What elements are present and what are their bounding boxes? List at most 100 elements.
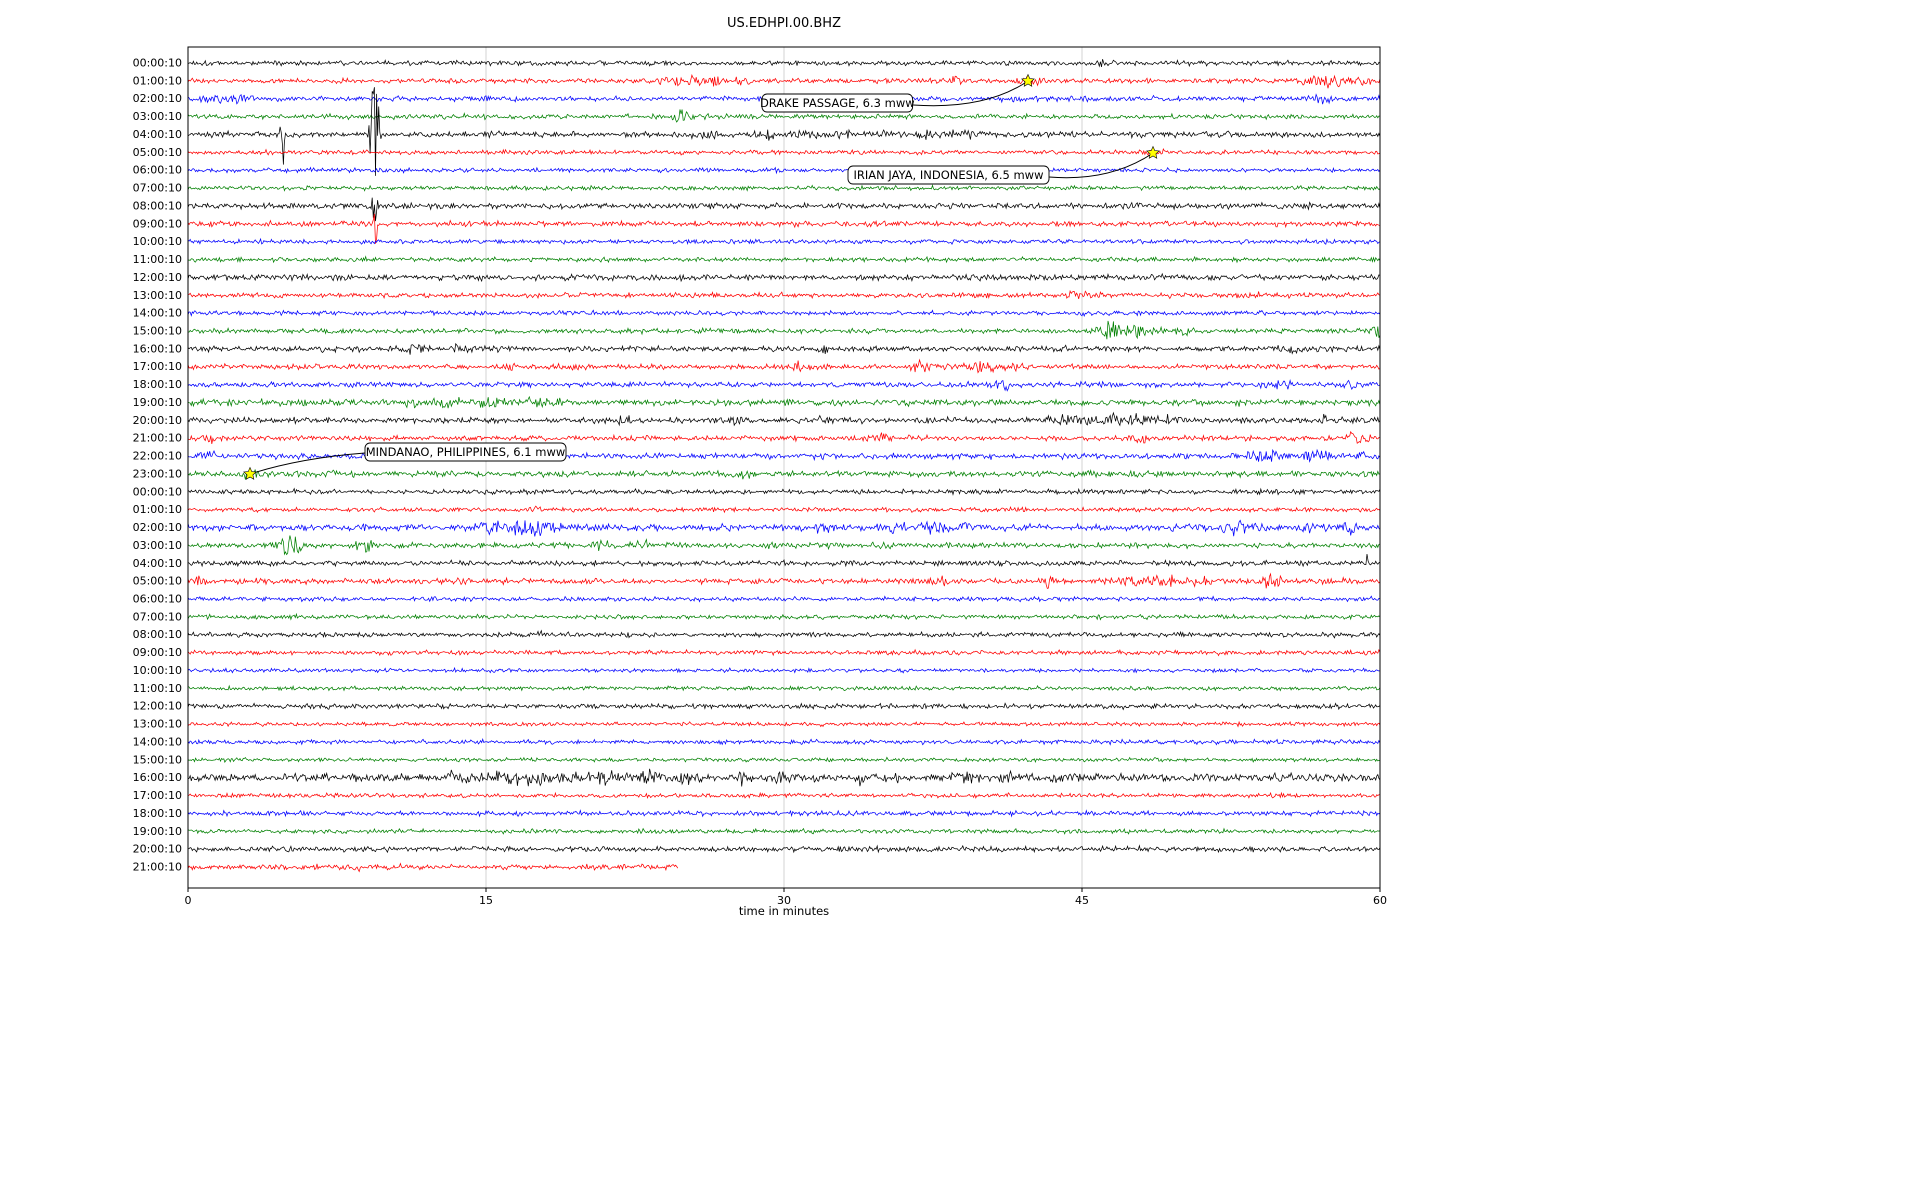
waveform-row-32	[188, 629, 1380, 639]
waveform-row-42	[188, 809, 1380, 818]
row-time-label: 14:00:10	[133, 735, 182, 748]
waveform-row-0	[188, 59, 1380, 68]
row-time-label: 14:00:10	[133, 307, 182, 320]
row-time-label: 23:00:10	[133, 467, 182, 480]
row-time-label: 22:00:10	[133, 450, 182, 463]
event-label-text: DRAKE PASSAGE, 6.3 mww	[760, 96, 915, 110]
row-time-label: 01:00:10	[133, 503, 182, 516]
row-time-label: 19:00:10	[133, 825, 182, 838]
x-tick-label: 30	[777, 894, 791, 907]
row-time-label: 07:00:10	[133, 610, 182, 623]
row-time-label: 04:00:10	[133, 557, 182, 570]
row-time-label: 06:00:10	[133, 164, 182, 177]
row-time-label: 05:00:10	[133, 146, 182, 159]
waveform-row-11	[188, 255, 1380, 264]
x-tick-label: 15	[479, 894, 493, 907]
row-time-label: 06:00:10	[133, 593, 182, 606]
waveform-row-24	[188, 487, 1380, 496]
row-time-label: 15:00:10	[133, 753, 182, 766]
waveform-row-16	[188, 342, 1380, 355]
row-time-label: 18:00:10	[133, 378, 182, 391]
row-time-label: 01:00:10	[133, 74, 182, 87]
waveform-row-7	[188, 184, 1380, 192]
waveform-row-10	[188, 237, 1380, 246]
row-time-label: 11:00:10	[133, 253, 182, 266]
event-star-icon	[1146, 145, 1160, 159]
plot-title: US.EDHPI.00.BHZ	[727, 16, 841, 31]
waveform-row-38	[188, 737, 1380, 746]
x-tick-label: 45	[1075, 894, 1089, 907]
waveform-row-1	[188, 74, 1380, 89]
event-star-icon	[1021, 73, 1035, 87]
row-time-label: 10:00:10	[133, 664, 182, 677]
x-tick-label: 0	[185, 894, 192, 907]
event-star-icon	[243, 466, 257, 480]
waveform-row-8	[188, 197, 1380, 222]
waveform-row-6	[188, 166, 1380, 175]
row-time-label: 20:00:10	[133, 843, 182, 856]
waveform-row-26	[188, 519, 1380, 537]
event-connector	[249, 452, 366, 475]
waveform-row-30	[188, 595, 1380, 603]
event-label-text: IRIAN JAYA, INDONESIA, 6.5 mww	[854, 168, 1044, 182]
waveform-row-13	[188, 289, 1380, 300]
waveform-row-17	[188, 358, 1380, 374]
waveform-row-41	[188, 791, 1380, 800]
waveform-row-12	[188, 272, 1380, 283]
row-time-label: 08:00:10	[133, 199, 182, 212]
row-time-label: 03:00:10	[133, 539, 182, 552]
row-time-label: 17:00:10	[133, 360, 182, 373]
waveform-row-44	[188, 844, 1380, 854]
row-time-label: 21:00:10	[133, 432, 182, 445]
waveform-row-14	[188, 309, 1380, 317]
row-time-label: 02:00:10	[133, 92, 182, 105]
waveform-row-29	[188, 572, 1380, 589]
waveform-row-28	[188, 553, 1380, 568]
row-time-label: 19:00:10	[133, 396, 182, 409]
event-label-text: MINDANAO, PHILIPPINES, 6.1 mww	[366, 445, 566, 459]
waveform-row-45	[188, 862, 679, 873]
row-time-label: 18:00:10	[133, 807, 182, 820]
waveform-row-21	[188, 430, 1380, 444]
waveform-row-3	[188, 109, 1380, 123]
waveform-row-18	[188, 379, 1380, 392]
row-time-label: 12:00:10	[133, 271, 182, 284]
row-time-label: 00:00:10	[133, 57, 182, 70]
waveform-row-15	[188, 320, 1380, 340]
row-time-label: 20:00:10	[133, 414, 182, 427]
event-connector	[912, 80, 1029, 107]
row-time-label: 16:00:10	[133, 342, 182, 355]
waveform-row-27	[188, 535, 1380, 556]
x-tick-label: 60	[1373, 894, 1387, 907]
waveform-row-23	[188, 469, 1380, 480]
row-time-label: 10:00:10	[133, 235, 182, 248]
row-time-label: 05:00:10	[133, 575, 182, 588]
waveform-row-20	[188, 411, 1380, 427]
row-time-label: 00:00:10	[133, 485, 182, 498]
waveform-row-37	[188, 720, 1380, 728]
row-time-label: 13:00:10	[133, 289, 182, 302]
row-time-label: 04:00:10	[133, 128, 182, 141]
waveform-row-4	[188, 87, 1380, 176]
row-time-label: 15:00:10	[133, 325, 182, 338]
waveform-row-34	[188, 666, 1380, 674]
waveform-row-39	[188, 756, 1380, 763]
x-axis-label: time in minutes	[739, 904, 829, 918]
row-time-label: 02:00:10	[133, 521, 182, 534]
row-time-label: 11:00:10	[133, 682, 182, 695]
waveform-row-35	[188, 684, 1380, 692]
row-time-label: 12:00:10	[133, 700, 182, 713]
waveform-row-40	[188, 768, 1380, 787]
waveform-row-43	[188, 827, 1380, 835]
row-time-label: 09:00:10	[133, 217, 182, 230]
waveform-row-19	[188, 395, 1380, 409]
row-time-label: 17:00:10	[133, 789, 182, 802]
waveform-row-5	[188, 148, 1380, 157]
row-time-label: 13:00:10	[133, 718, 182, 731]
event-connector	[1048, 152, 1154, 179]
row-time-label: 08:00:10	[133, 628, 182, 641]
row-time-label: 07:00:10	[133, 182, 182, 195]
event-label-box	[847, 165, 1050, 185]
